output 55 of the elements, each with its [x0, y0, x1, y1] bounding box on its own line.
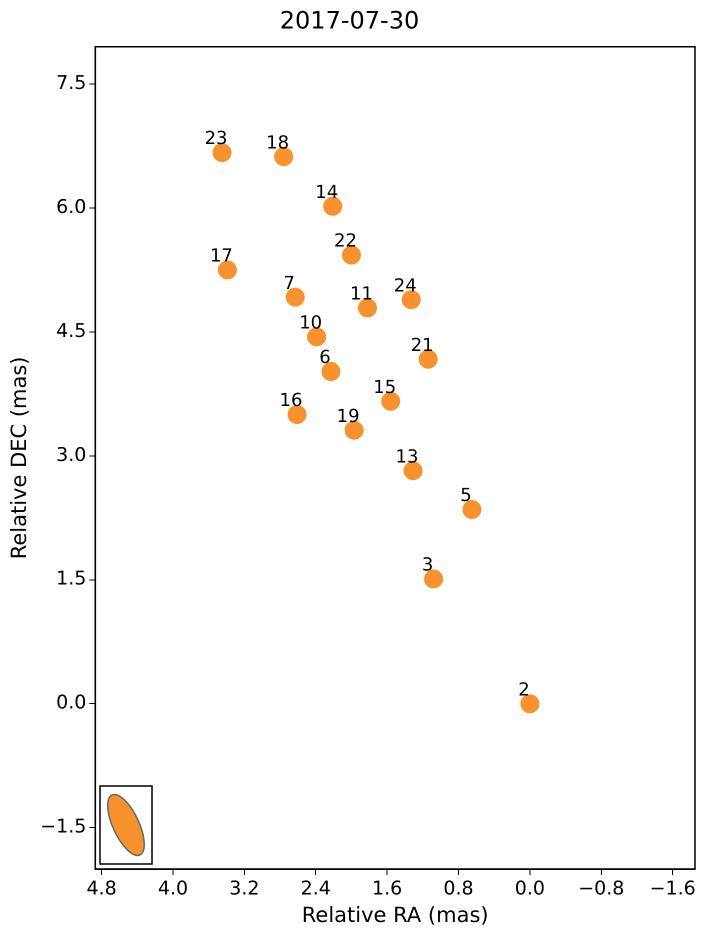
- y-tick-label: 7.5: [56, 72, 86, 94]
- x-tick-label: 0.8: [443, 877, 474, 900]
- x-tick-label: 3.2: [229, 877, 260, 900]
- annotation: 13: [396, 446, 418, 468]
- point: [424, 569, 444, 588]
- x-tick-label: 4.8: [86, 877, 117, 900]
- annotation: 19: [336, 406, 360, 427]
- point: [381, 392, 400, 411]
- annotation: 5: [460, 485, 472, 506]
- annotation: 17: [210, 246, 233, 267]
- point: [212, 143, 232, 162]
- y-tick-label: 4.5: [56, 320, 86, 342]
- annotation: 3: [422, 554, 434, 576]
- annotation: 6: [319, 347, 331, 368]
- point: [358, 298, 378, 318]
- x-tick-label: 2.4: [300, 877, 331, 900]
- point: [404, 461, 423, 480]
- x-tick-label: 1.6: [372, 877, 402, 900]
- y-tick-label: 6.0: [56, 196, 86, 218]
- point: [402, 290, 421, 310]
- x-axis-title: Relative RA (mas): [302, 902, 489, 927]
- point: [321, 362, 340, 382]
- annotation: 23: [204, 128, 228, 150]
- annotation: 10: [299, 312, 322, 334]
- annotation: 24: [394, 275, 417, 296]
- annotation: 11: [350, 284, 373, 305]
- y-axis-title: Relative DEC (mas): [7, 356, 32, 560]
- chart-title: 2017-07-30: [280, 6, 420, 35]
- point: [462, 500, 482, 520]
- annotation: 16: [280, 390, 302, 412]
- annotation: 2: [518, 679, 530, 700]
- annotation: 18: [266, 132, 290, 154]
- x-tick-label: 4.0: [158, 877, 188, 900]
- point: [418, 350, 438, 369]
- y-tick-label: −1.5: [40, 816, 86, 838]
- x-tick-label: −0.8: [578, 877, 624, 900]
- point: [274, 147, 294, 166]
- annotation: 7: [284, 272, 295, 294]
- x-tick-label: −1.6: [650, 877, 696, 900]
- point: [520, 694, 540, 714]
- point: [307, 327, 326, 346]
- annotation: 15: [373, 376, 396, 398]
- annotation: 21: [410, 334, 434, 356]
- y-tick-label: 1.5: [56, 568, 86, 590]
- x-tick-label: 0.0: [514, 877, 546, 900]
- annotation: 14: [315, 182, 338, 203]
- y-tick-label: 0.0: [56, 692, 86, 714]
- point: [288, 405, 307, 424]
- y-tick-label: 3.0: [56, 444, 86, 466]
- point: [286, 288, 305, 307]
- point: [342, 246, 361, 265]
- point: [344, 420, 364, 440]
- annotation: 22: [334, 230, 357, 252]
- point: [323, 196, 342, 216]
- point: [218, 260, 237, 280]
